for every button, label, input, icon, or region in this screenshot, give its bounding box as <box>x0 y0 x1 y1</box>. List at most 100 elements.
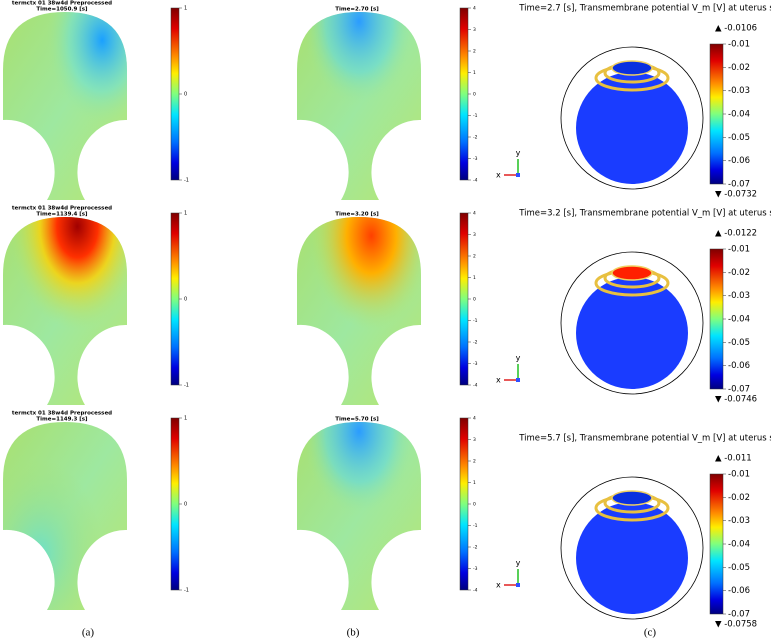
colorbar-tick-label: -0.04 <box>728 110 750 120</box>
potential-map <box>297 217 421 405</box>
panel-time: Time=1139.4 [s] <box>36 212 88 218</box>
colorbar-tick-label: -1 <box>184 383 189 389</box>
map-overlay <box>3 217 127 405</box>
colorbar-tick-label: 1 <box>473 70 476 76</box>
colorbar-tick-label: -0.05 <box>728 338 750 348</box>
colorbar-tick-label: 4 <box>473 416 476 422</box>
panel-time: Time=2.70 [s] <box>335 7 379 13</box>
min-label: ▼ -0.0746 <box>715 395 757 405</box>
max-label: ▲ -0.0106 <box>715 24 757 34</box>
panel-title: Time=2.7 [s], Transmembrane potential V_… <box>518 4 771 14</box>
min-label: ▼ -0.0758 <box>715 620 757 630</box>
colorbar-tick-label: 0 <box>184 297 187 303</box>
map-overlay <box>297 422 421 610</box>
potential-map <box>297 422 421 610</box>
colorbar-tick-label: -3 <box>473 361 478 367</box>
colorbar <box>170 417 180 591</box>
colorbar-tick-label: 1 <box>473 275 476 281</box>
colorbar-tick-label: -3 <box>473 156 478 162</box>
colorbar-tick-label: 2 <box>473 459 476 465</box>
panel-title: Time=3.2 [s], Transmembrane potential V_… <box>518 209 771 219</box>
colorbar-tick-label: -0.07 <box>728 385 750 395</box>
panel-title: Time=5.7 [s], Transmembrane potential V_… <box>518 434 771 444</box>
uterus-sphere <box>576 277 688 389</box>
colorbar-tick-label: 3 <box>473 232 476 238</box>
panel-time: Time=1149.3 [s] <box>36 417 88 423</box>
axis-label-x: x <box>496 171 501 180</box>
colorbar <box>459 7 469 181</box>
colorbar-tick-label: -0.03 <box>728 291 750 301</box>
colorbar-tick-label: -0.03 <box>728 86 750 96</box>
colorbar-tick-label: 3 <box>473 27 476 33</box>
panel-label: (a) <box>82 627 95 639</box>
map-overlay <box>297 12 421 200</box>
colorbar-tick-label: -0.07 <box>728 180 750 190</box>
panel-label: (b) <box>347 627 360 639</box>
colorbar-tick-label: 1 <box>184 211 187 217</box>
z-axis-marker <box>516 378 520 382</box>
colorbar-tick-label: -0.02 <box>728 493 750 503</box>
uterus-sphere <box>576 72 688 184</box>
min-label: ▼ -0.0732 <box>715 190 757 200</box>
colorbar-tick-label: 4 <box>473 6 476 12</box>
axis-label-x: x <box>496 376 501 385</box>
colorbar-tick-label: -1 <box>184 178 189 184</box>
colorbar <box>709 473 724 615</box>
colorbar-tick-label: -0.07 <box>728 610 750 620</box>
colorbar-tick-label: 0 <box>473 92 476 98</box>
colorbar-tick-label: -0.02 <box>728 268 750 278</box>
map-overlay <box>297 217 421 405</box>
colorbar-tick-label: -0.04 <box>728 540 750 550</box>
colorbar-tick-label: 3 <box>473 437 476 443</box>
potential-map <box>3 12 127 200</box>
panel-label: (c) <box>644 627 657 639</box>
colorbar-tick-label: -2 <box>473 340 478 346</box>
z-axis-marker <box>516 583 520 587</box>
colorbar <box>709 43 724 185</box>
colorbar-tick-label: -0.05 <box>728 563 750 573</box>
colorbar-tick-label: 1 <box>184 416 187 422</box>
colorbar-tick-label: -1 <box>473 318 478 324</box>
potential-map <box>3 422 127 610</box>
panel-time: Time=1050.9 [s] <box>36 7 88 13</box>
colorbar-tick-label: -0.04 <box>728 315 750 325</box>
colorbar-tick-label: -0.02 <box>728 63 750 73</box>
activation-cap <box>611 490 653 506</box>
colorbar-tick-label: 0 <box>184 502 187 508</box>
axis-label-x: x <box>496 581 501 590</box>
colorbar-tick-label: -2 <box>473 135 478 141</box>
colorbar-tick-label: -1 <box>184 588 189 594</box>
map-overlay <box>3 12 127 200</box>
max-label: ▲ -0.0122 <box>715 229 757 239</box>
axis-label-y: y <box>516 559 521 568</box>
colorbar-tick-label: 0 <box>473 502 476 508</box>
colorbar-tick-label: -2 <box>473 545 478 551</box>
uterus-sphere <box>576 502 688 614</box>
axis-label-y: y <box>516 354 521 363</box>
panel-title: termctx 01 38w4d Preprocessed <box>12 411 112 417</box>
colorbar-tick-label: -0.01 <box>728 470 750 480</box>
z-axis-marker <box>516 173 520 177</box>
colorbar-tick-label: 1 <box>184 6 187 12</box>
activation-cap <box>611 265 653 281</box>
colorbar-tick-label: -0.05 <box>728 133 750 143</box>
colorbar-tick-label: -4 <box>473 588 478 594</box>
colorbar-tick-label: -0.03 <box>728 516 750 526</box>
colorbar-tick-label: -0.06 <box>728 586 750 596</box>
colorbar-tick-label: -0.06 <box>728 361 750 371</box>
axis-label-y: y <box>516 149 521 158</box>
panel-time: Time=5.70 [s] <box>335 417 379 423</box>
colorbar <box>709 248 724 390</box>
colorbar-tick-label: -3 <box>473 566 478 572</box>
colorbar-tick-label: -0.01 <box>728 40 750 50</box>
potential-map <box>297 12 421 200</box>
colorbar-tick-label: 1 <box>473 480 476 486</box>
colorbar <box>459 212 469 386</box>
activation-cap <box>611 60 653 76</box>
colorbar-tick-label: -0.06 <box>728 156 750 166</box>
colorbar-tick-label: -1 <box>473 113 478 119</box>
max-label: ▲ -0.011 <box>715 454 752 464</box>
colorbar-tick-label: -1 <box>473 523 478 529</box>
colorbar-tick-label: -4 <box>473 383 478 389</box>
